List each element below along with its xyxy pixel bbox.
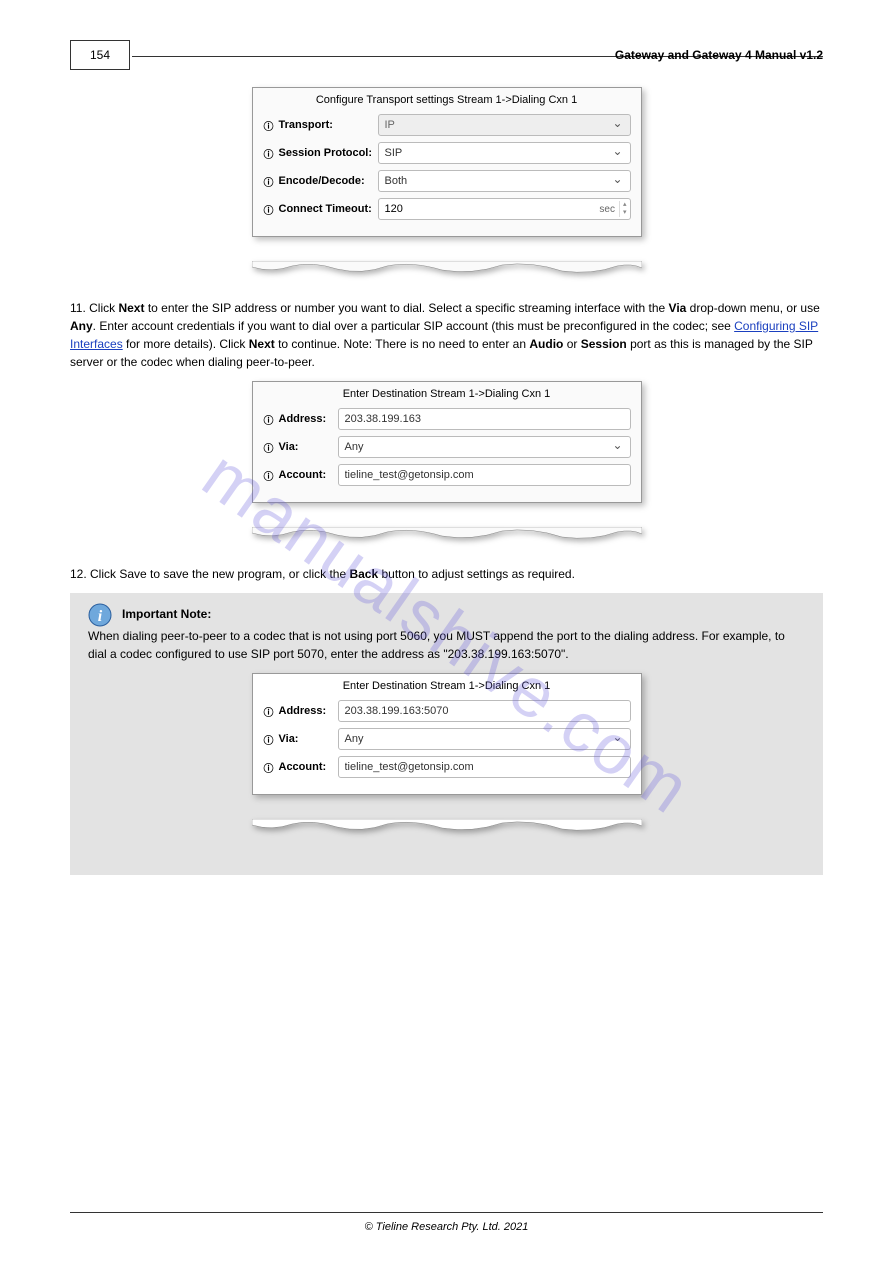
label-text: Account:: [279, 469, 327, 481]
important-note: i Important Note: When dialing peer-to-p…: [70, 593, 823, 875]
info-icon: ⓘ: [263, 732, 275, 747]
address-input[interactable]: [338, 408, 631, 430]
label-text: Encode/Decode:: [279, 175, 365, 187]
label-text: Via:: [279, 441, 299, 453]
via-value: Any: [338, 728, 631, 750]
address-label: ⓘ Address:: [263, 704, 338, 719]
step12-a: 12. Click Save to save the new program, …: [70, 567, 349, 581]
step-11-text: 11. Click Next to enter the SIP address …: [70, 299, 823, 371]
timeout-field[interactable]: [379, 199, 600, 219]
info-icon: ⓘ: [263, 704, 275, 719]
torn-edge: [252, 527, 642, 541]
label-text: Connect Timeout:: [279, 203, 372, 215]
transport-select[interactable]: IP: [378, 114, 631, 136]
torn-edge: [252, 261, 642, 275]
via-row: ⓘ Via: Any: [263, 728, 631, 750]
panel-title: Configure Transport settings Stream 1->D…: [263, 94, 631, 106]
address-input[interactable]: [338, 700, 631, 722]
note-heading: Important Note:: [122, 607, 805, 621]
step-12-text: 12. Click Save to save the new program, …: [70, 565, 823, 583]
timeout-label: ⓘ Connect Timeout:: [263, 202, 378, 217]
info-icon: ⓘ: [263, 174, 275, 189]
header-title: Gateway and Gateway 4 Manual v1.2: [615, 48, 823, 62]
step12-b: button to adjust settings as required.: [378, 567, 575, 581]
footer-rule: [70, 1212, 823, 1213]
label-text: Transport:: [279, 119, 333, 131]
info-icon: ⓘ: [263, 760, 275, 775]
label-text: Address:: [279, 413, 327, 425]
note-body: When dialing peer-to-peer to a codec tha…: [88, 627, 805, 663]
label-text: Address:: [279, 705, 327, 717]
info-icon: ⓘ: [263, 202, 275, 217]
timeout-row: ⓘ Connect Timeout: sec ▴▾: [263, 198, 631, 220]
via-row: ⓘ Via: Any: [263, 436, 631, 458]
info-icon: ⓘ: [263, 146, 275, 161]
destination-panel-1: Enter Destination Stream 1->Dialing Cxn …: [252, 381, 642, 503]
spin-down-icon[interactable]: ▾: [620, 209, 630, 217]
label-text: Via:: [279, 733, 299, 745]
panel-title: Enter Destination Stream 1->Dialing Cxn …: [263, 680, 631, 692]
info-icon: ⓘ: [263, 468, 275, 483]
session-row: ⓘ Session Protocol: SIP: [263, 142, 631, 164]
via-label: ⓘ Via:: [263, 732, 338, 747]
svg-text:i: i: [98, 608, 103, 625]
account-label: ⓘ Account:: [263, 468, 338, 483]
destination-panel-2: Enter Destination Stream 1->Dialing Cxn …: [252, 673, 642, 795]
label-text: Session Protocol:: [279, 147, 373, 159]
encdec-row: ⓘ Encode/Decode: Both: [263, 170, 631, 192]
label-text: Account:: [279, 761, 327, 773]
address-row: ⓘ Address:: [263, 408, 631, 430]
spinner[interactable]: ▴▾: [619, 201, 630, 217]
footer-copyright: © Tieline Research Pty. Ltd. 2021: [0, 1221, 893, 1233]
account-input[interactable]: [338, 464, 631, 486]
via-select[interactable]: Any: [338, 436, 631, 458]
timeout-input[interactable]: sec ▴▾: [378, 198, 631, 220]
account-row: ⓘ Account:: [263, 464, 631, 486]
transport-settings-panel: Configure Transport settings Stream 1->D…: [252, 87, 642, 237]
page-number: 154: [70, 40, 130, 70]
account-input[interactable]: [338, 756, 631, 778]
back-bold: Back: [349, 567, 378, 581]
transport-value: IP: [378, 114, 631, 136]
via-label: ⓘ Via:: [263, 440, 338, 455]
panel-title: Enter Destination Stream 1->Dialing Cxn …: [263, 388, 631, 400]
info-icon: ⓘ: [263, 412, 275, 427]
account-row: ⓘ Account:: [263, 756, 631, 778]
encdec-select[interactable]: Both: [378, 170, 631, 192]
via-select[interactable]: Any: [338, 728, 631, 750]
session-select[interactable]: SIP: [378, 142, 631, 164]
torn-edge: [252, 819, 642, 833]
transport-row: ⓘ Transport: IP: [263, 114, 631, 136]
session-label: ⓘ Session Protocol:: [263, 146, 378, 161]
address-label: ⓘ Address:: [263, 412, 338, 427]
session-value: SIP: [378, 142, 631, 164]
info-icon: ⓘ: [263, 118, 275, 133]
encdec-value: Both: [378, 170, 631, 192]
spin-up-icon[interactable]: ▴: [620, 201, 630, 209]
config-sip-link[interactable]: Configuring SIP Interfaces: [70, 319, 818, 351]
encdec-label: ⓘ Encode/Decode:: [263, 174, 378, 189]
account-label: ⓘ Account:: [263, 760, 338, 775]
page-number-text: 154: [90, 48, 110, 62]
address-row: ⓘ Address:: [263, 700, 631, 722]
info-icon: ⓘ: [263, 440, 275, 455]
via-value: Any: [338, 436, 631, 458]
timeout-unit: sec: [599, 204, 619, 215]
note-info-icon: i: [88, 603, 112, 627]
transport-label: ⓘ Transport:: [263, 118, 378, 133]
